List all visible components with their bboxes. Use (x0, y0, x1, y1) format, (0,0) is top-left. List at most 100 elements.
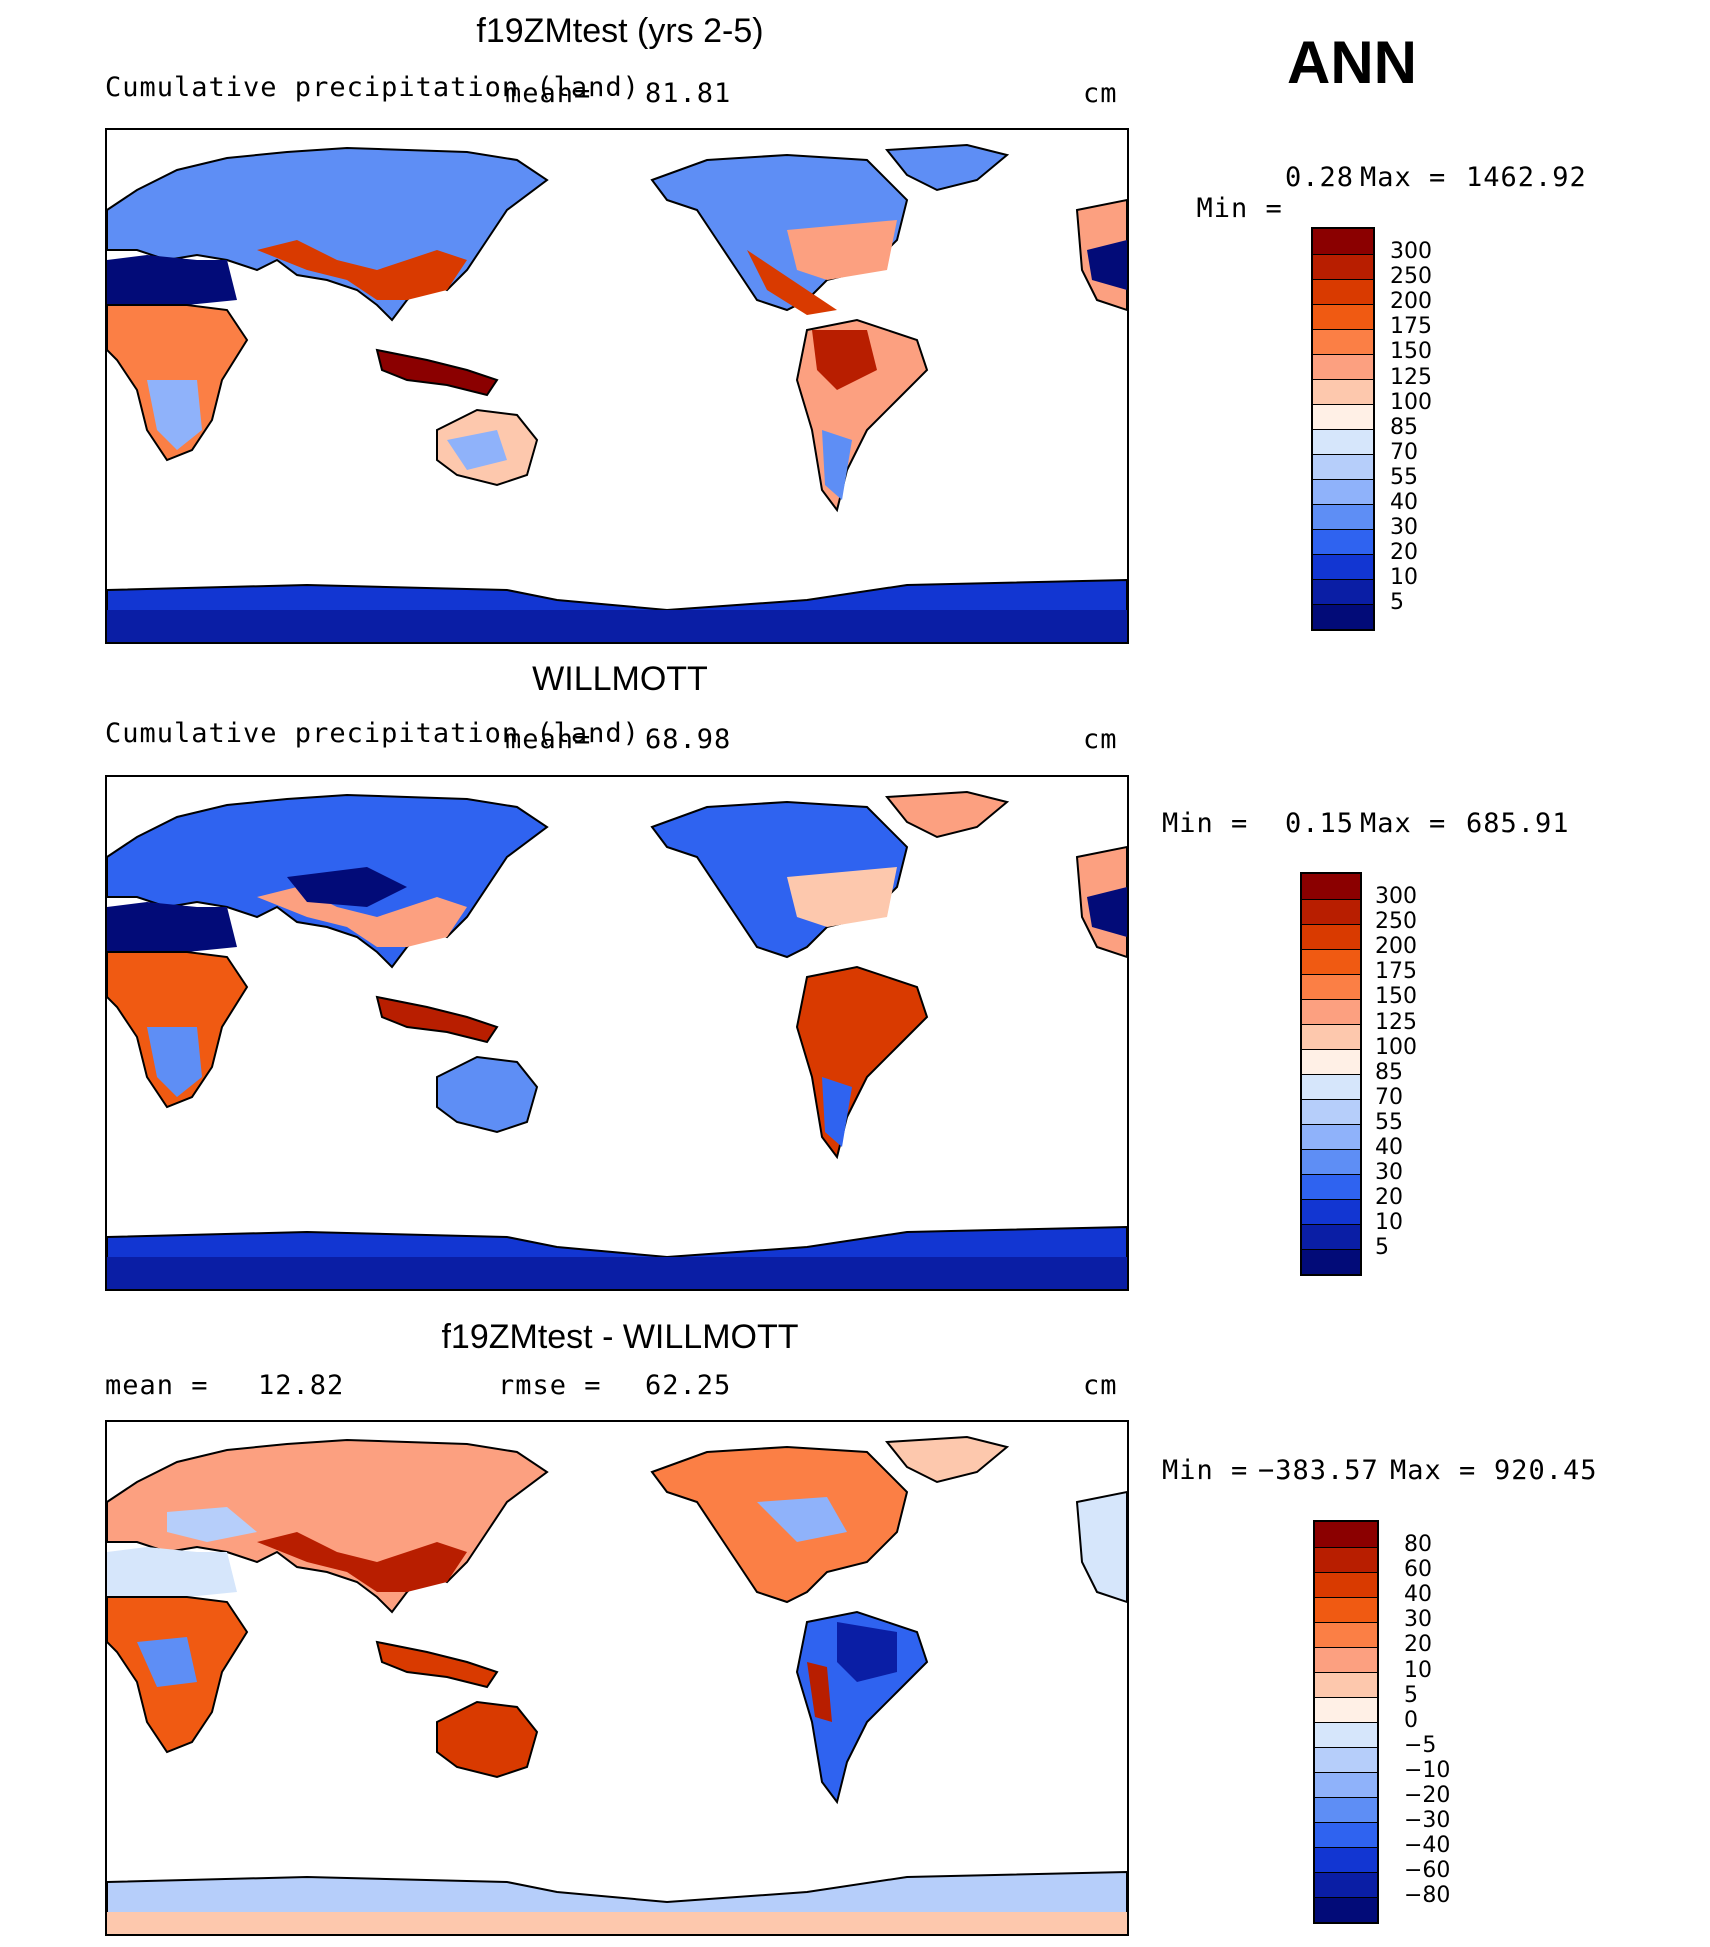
colorbar-tick-label: 5 (1375, 1235, 1389, 1261)
colorbar-tick-label: 175 (1390, 314, 1432, 340)
colorbar-swatch (1315, 1747, 1377, 1772)
colorbar-swatch (1302, 949, 1360, 974)
panel-1-max-value: 1462.92 (1466, 162, 1587, 193)
colorbar-swatch (1302, 1024, 1360, 1049)
panel-1-min-value: 0.28 (1285, 162, 1355, 193)
colorbar-tick-label: 55 (1390, 464, 1418, 490)
colorbar-swatch (1313, 454, 1373, 479)
panel-3-title: f19ZMtest - WILLMOTT (441, 1318, 799, 1356)
colorbar-swatch (1313, 504, 1373, 529)
colorbar-swatch (1315, 1597, 1377, 1622)
colorbar-swatch (1302, 1049, 1360, 1074)
colorbar-tick-label: 55 (1375, 1109, 1403, 1135)
maritime-continent (375, 348, 499, 397)
colorbar-tick-label: 20 (1390, 540, 1418, 566)
colorbar-tick-label: 70 (1390, 439, 1418, 465)
colorbar-tick-label: 10 (1375, 1210, 1403, 1236)
panel-1-max-label: Max = (1360, 162, 1447, 193)
colorbar-swatch (1315, 1897, 1377, 1922)
colorbar-swatch (1313, 554, 1373, 579)
colorbar-swatch (1302, 974, 1360, 999)
maritime-continent (375, 995, 499, 1044)
colorbar-swatch (1302, 1099, 1360, 1124)
colorbar-tick-label: 30 (1375, 1160, 1403, 1186)
panel-1-min-label: Min = (1196, 193, 1283, 224)
colorbar-swatch (1315, 1722, 1377, 1747)
colorbar-tick-label: 200 (1375, 934, 1417, 960)
colorbar-swatch (1313, 304, 1373, 329)
panel-1-map (105, 128, 1129, 644)
colorbar-swatch (1315, 1872, 1377, 1897)
colorbar-tick-label: 175 (1375, 959, 1417, 985)
season-label: ANN (1287, 29, 1417, 96)
colorbar-swatch (1313, 254, 1373, 279)
colorbar-tick-label: 250 (1390, 264, 1432, 290)
colorbar-tick-label: 80 (1404, 1532, 1432, 1557)
colorbar-tick-label: −40 (1404, 1833, 1451, 1859)
colorbar-tick-label: 5 (1404, 1682, 1418, 1708)
colorbar-swatch (1313, 279, 1373, 304)
colorbar-tick-label: 5 (1390, 590, 1404, 616)
colorbar-tick-label: 40 (1390, 490, 1418, 515)
colorbar-tick-label: 100 (1390, 389, 1432, 415)
colorbar-tick-label: −60 (1404, 1858, 1451, 1884)
colorbar-tick-label: 10 (1390, 565, 1418, 591)
colorbar-tick-label: 30 (1404, 1607, 1432, 1633)
panel-2-min-value: 0.15 (1285, 808, 1355, 839)
australia-landmass (436, 1055, 539, 1134)
colorbar-tick-label: 20 (1404, 1632, 1432, 1658)
colorbar-tick-label: 10 (1404, 1657, 1432, 1683)
panel-1-mean-label: mean= (505, 78, 592, 109)
colorbar-swatch (1313, 529, 1373, 554)
colorbar-swatch (1302, 874, 1360, 899)
colorbar-swatch (1302, 1174, 1360, 1199)
colorbar-swatch (1315, 1697, 1377, 1722)
colorbar-tick-label: −5 (1404, 1732, 1437, 1758)
colorbar-tick-label: 125 (1390, 364, 1432, 390)
panel-2-mean-label: mean= (505, 724, 592, 755)
colorbar-swatch (1315, 1572, 1377, 1597)
colorbar-tick-label: 20 (1375, 1185, 1403, 1211)
panel-1-title: f19ZMtest (yrs 2-5) (476, 12, 764, 50)
colorbar-swatch (1315, 1847, 1377, 1872)
colorbar-tick-label: 30 (1390, 515, 1418, 541)
colorbar-swatch (1313, 329, 1373, 354)
colorbar-swatch (1313, 429, 1373, 454)
panel-3-mean-label: mean = (105, 1370, 209, 1401)
colorbar-swatch (1302, 1224, 1360, 1249)
colorbar-tick-label: 300 (1375, 884, 1417, 909)
panel-2-colorbar (1300, 872, 1362, 1276)
colorbar-tick-label: 60 (1404, 1557, 1432, 1583)
colorbar-swatch (1315, 1647, 1377, 1672)
greenland-landmass (885, 143, 1010, 192)
panel-3-units: cm (1083, 1370, 1118, 1401)
colorbar-swatch (1302, 924, 1360, 949)
panel-3-rmse-value: 62.25 (645, 1370, 732, 1401)
colorbar-tick-label: 150 (1390, 339, 1432, 365)
panel-3-map (105, 1420, 1129, 1936)
colorbar-tick-label: 40 (1375, 1135, 1403, 1160)
colorbar-tick-label: 150 (1375, 984, 1417, 1010)
panel-3-max-label: Max = (1390, 1455, 1477, 1486)
panel-1-units: cm (1083, 78, 1118, 109)
south-america-landmass (795, 965, 929, 1160)
panel-3-mean-value: 12.82 (258, 1370, 345, 1401)
panel-3-min-value: −383.57 (1258, 1455, 1379, 1486)
colorbar-tick-label: 125 (1375, 1009, 1417, 1035)
colorbar-swatch (1313, 379, 1373, 404)
colorbar-swatch (1315, 1772, 1377, 1797)
colorbar-swatch (1315, 1672, 1377, 1697)
colorbar-tick-label: 0 (1404, 1707, 1418, 1733)
panel-3-rmse-label: rmse = (498, 1370, 602, 1401)
panel-1-variable-label: Cumulative precipitation (land) (105, 72, 640, 103)
colorbar-tick-label: 300 (1390, 239, 1432, 264)
colorbar-swatch (1302, 1124, 1360, 1149)
panel-2-variable-label: Cumulative precipitation (land) (105, 718, 640, 749)
colorbar-swatch (1315, 1822, 1377, 1847)
colorbar-swatch (1315, 1547, 1377, 1572)
greenland-landmass (885, 790, 1010, 839)
colorbar-tick-label: 85 (1375, 1059, 1403, 1085)
colorbar-swatch (1302, 999, 1360, 1024)
colorbar-tick-label: 70 (1375, 1084, 1403, 1110)
colorbar-swatch (1313, 404, 1373, 429)
